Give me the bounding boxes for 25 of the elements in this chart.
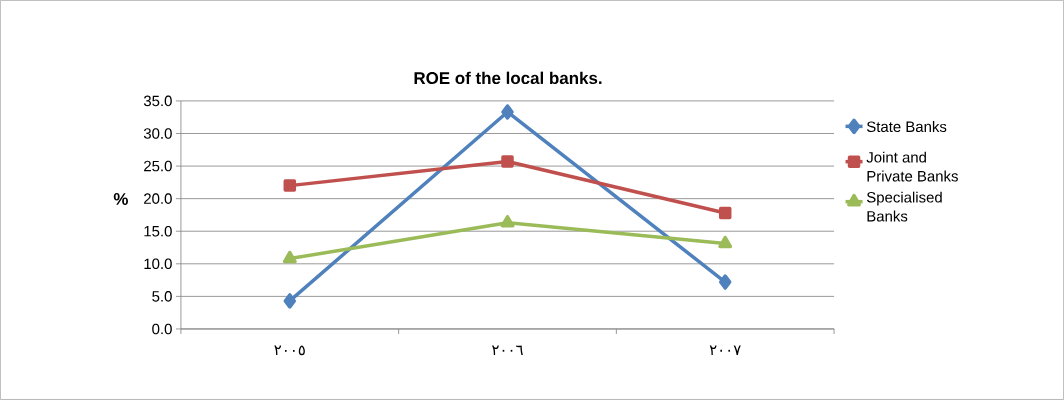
y-tick-label: 30.0 xyxy=(143,128,172,139)
legend-label: Specialised Banks xyxy=(866,191,942,222)
point xyxy=(718,274,732,290)
point xyxy=(282,250,297,264)
point xyxy=(283,293,297,309)
point xyxy=(718,235,733,249)
y-tick-label: 35.0 xyxy=(143,95,172,107)
y-tick-label: 20.0 xyxy=(144,193,172,204)
y-tick-label: 15.0 xyxy=(144,226,172,237)
y-tick-label: 0.0 xyxy=(152,323,172,335)
point xyxy=(500,215,515,228)
point xyxy=(501,155,514,168)
point xyxy=(501,104,514,120)
point xyxy=(718,206,732,220)
y-tick-label: 5.0 xyxy=(152,291,172,302)
x-tick-label: ٢٠٠٧ xyxy=(709,345,741,356)
x-tick-label: ٢٠٠٥ xyxy=(274,345,305,356)
point xyxy=(283,179,297,192)
y-tick-label: 10.0 xyxy=(144,258,172,270)
y-tick-label: 25.0 xyxy=(144,160,172,172)
x-tick-label: ٢٠٠٦ xyxy=(492,345,523,356)
legend-label: State Banks xyxy=(866,121,947,133)
y-axis-title: % xyxy=(113,193,128,205)
chart-title: ROE of the local banks. xyxy=(414,71,602,85)
legend-label: Joint and Private Banks xyxy=(866,151,958,182)
